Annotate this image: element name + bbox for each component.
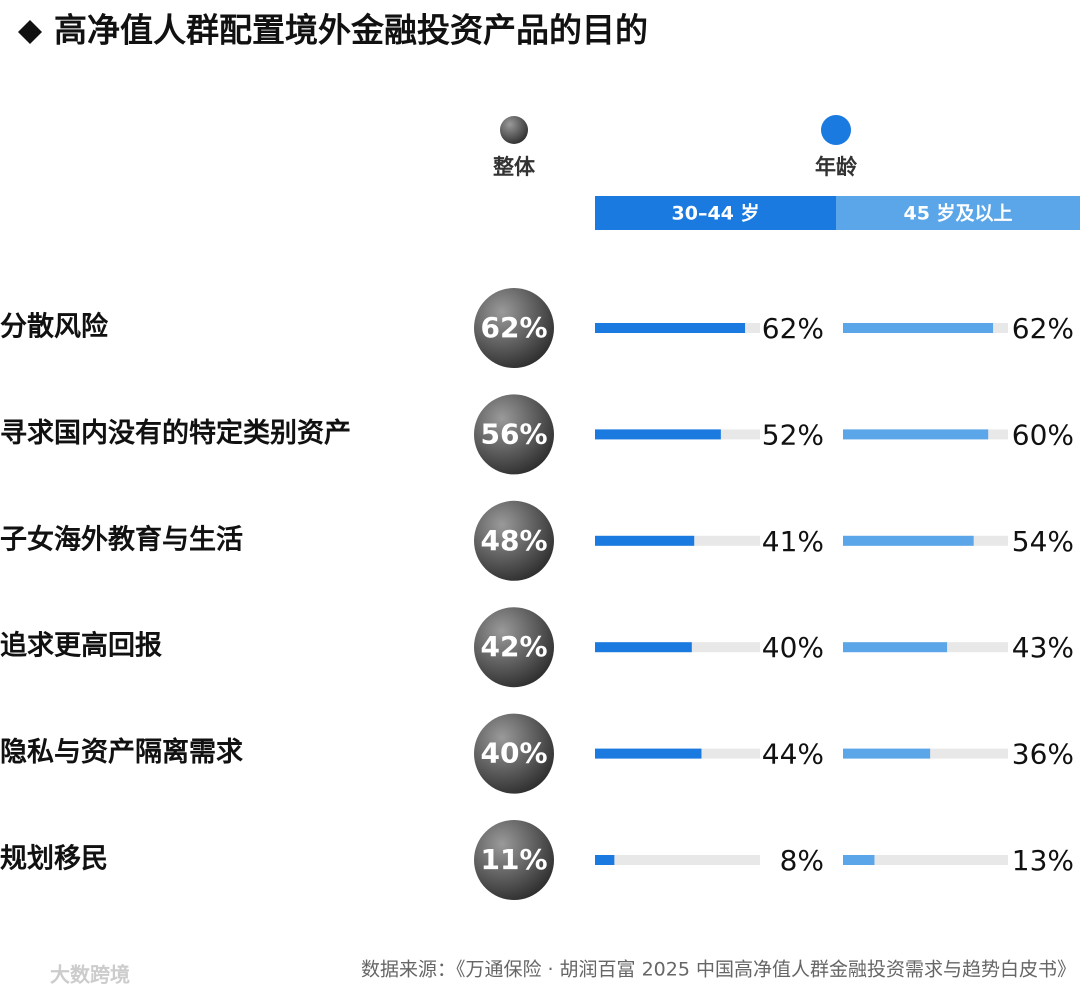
- bar: [595, 748, 702, 759]
- bar: [595, 535, 695, 546]
- chart-title: 高净值人群配置境外金融投资产品的目的: [54, 11, 648, 50]
- value-label: 60%: [1012, 418, 1074, 451]
- category-label: 子女海外教育与生活: [0, 523, 243, 555]
- value-label: 41%: [762, 525, 824, 558]
- source-note: 数据来源：《万通保险 · 胡润百富 2025 中国高净值人群金融投资需求与趋势白…: [361, 959, 1076, 981]
- value-label: 43%: [1012, 631, 1074, 664]
- value-label: 44%: [762, 738, 824, 771]
- category-label: 隐私与资产隔离需求: [0, 736, 243, 768]
- bar-track: [595, 855, 760, 865]
- value-label: 62%: [1012, 312, 1074, 345]
- legend-label: 整体: [493, 155, 536, 179]
- bar: [843, 855, 875, 865]
- category-label: 寻求国内没有的特定类别资产: [0, 417, 351, 449]
- overall-circle: [474, 820, 554, 900]
- legend-label: 年龄: [815, 155, 858, 179]
- header-label: 45 岁及以上: [903, 202, 1012, 225]
- value-label: 40%: [762, 631, 824, 664]
- header-bar: [836, 196, 1080, 230]
- overall-label: 11%: [480, 843, 547, 876]
- category-label: 分散风险: [0, 311, 109, 343]
- bar: [595, 429, 721, 440]
- value-label: 52%: [762, 418, 824, 451]
- legend-dot: [821, 115, 851, 145]
- bar: [843, 323, 994, 333]
- overall-label: 42%: [480, 630, 547, 663]
- value-label: 36%: [1012, 738, 1074, 771]
- overall-circle: [474, 288, 554, 368]
- header-label: 30–44 岁: [672, 202, 760, 225]
- title-diamond: [18, 20, 42, 44]
- overall-label: 48%: [480, 524, 547, 557]
- value-label: 8%: [780, 844, 824, 877]
- watermark: 大数跨境: [50, 963, 130, 987]
- bar: [843, 429, 989, 440]
- bar: [843, 748, 931, 759]
- overall-label: 40%: [480, 737, 547, 770]
- overall-circle: [474, 607, 554, 688]
- legend-dot: [500, 116, 528, 144]
- value-label: 13%: [1012, 844, 1074, 877]
- overall-label: 62%: [480, 311, 547, 344]
- value-label: 54%: [1012, 525, 1074, 558]
- overall-label: 56%: [480, 417, 547, 450]
- overall-circle: [474, 713, 554, 794]
- overall-circle: [474, 500, 554, 581]
- bar-track: [843, 855, 1008, 865]
- category-label: 规划移民: [0, 844, 108, 875]
- category-label: 追求更高回报: [0, 630, 162, 662]
- bar: [595, 323, 746, 333]
- bar: [595, 855, 615, 865]
- bar: [843, 535, 974, 546]
- value-label: 62%: [762, 312, 824, 345]
- header-bar: [595, 196, 836, 230]
- overall-circle: [474, 394, 554, 475]
- bar: [843, 642, 948, 653]
- bar: [595, 642, 692, 653]
